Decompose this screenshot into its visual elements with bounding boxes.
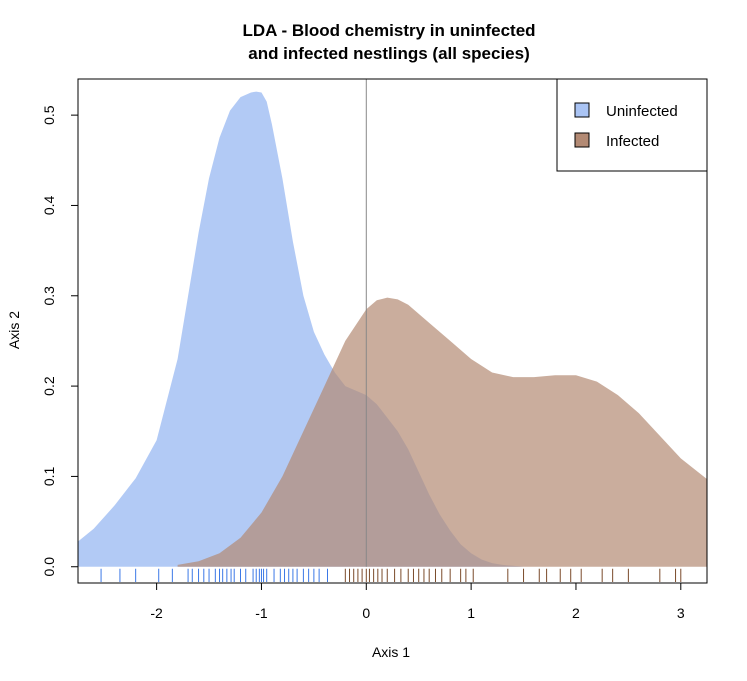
density-area-infected: [177, 297, 708, 567]
rug-marks: [100, 568, 682, 582]
y-axis: 0.0 0.1 0.2 0.3 0.4 0.5: [41, 105, 78, 576]
legend-swatch-infected: [574, 132, 590, 148]
legend-box: [556, 78, 708, 172]
y-tick-label: 0.0: [41, 557, 57, 577]
density-area-uninfected: [78, 91, 524, 567]
legend: Uninfected Infected: [556, 78, 708, 172]
y-axis-label: Axis 2: [6, 311, 22, 349]
legend-label-infected: Infected: [606, 133, 659, 150]
x-tick-label: -2: [150, 605, 163, 621]
plot-frame: [77, 78, 708, 584]
x-axis-label: Axis 1: [372, 644, 410, 660]
x-axis: -2 -1 0 1 2 3: [150, 583, 685, 621]
x-tick-label: 1: [467, 605, 475, 621]
legend-label-uninfected: Uninfected: [606, 103, 678, 120]
x-tick-label: 3: [677, 605, 685, 621]
y-tick-label: 0.2: [41, 376, 57, 396]
y-tick-label: 0.1: [41, 466, 57, 486]
legend-swatch-uninfected: [574, 102, 590, 118]
y-tick-label: 0.5: [41, 105, 57, 125]
x-tick-label: 0: [362, 605, 370, 621]
y-tick-label: 0.3: [41, 286, 57, 306]
y-tick-label: 0.4: [41, 196, 57, 216]
density-areas: [78, 91, 708, 567]
x-tick-label: -1: [255, 605, 268, 621]
chart-subtitle: and infected nestlings (all species): [248, 44, 530, 63]
chart-title: LDA - Blood chemistry in uninfected: [242, 21, 535, 40]
x-tick-label: 2: [572, 605, 580, 621]
